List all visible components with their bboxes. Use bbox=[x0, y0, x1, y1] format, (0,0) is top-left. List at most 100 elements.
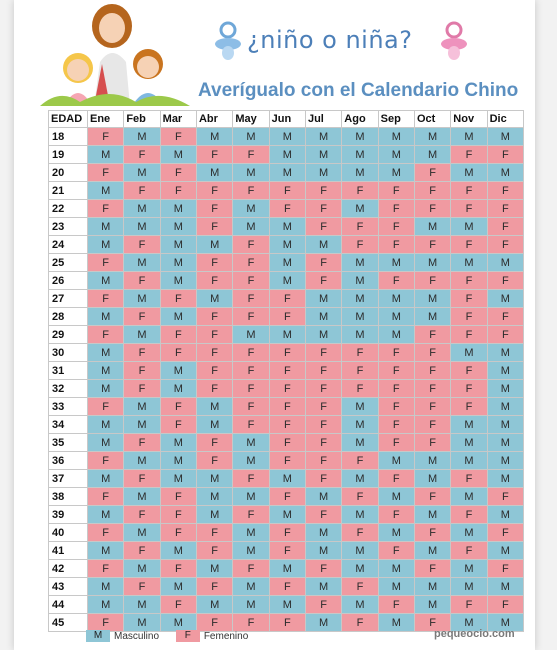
female-cell: F bbox=[486, 523, 525, 542]
female-cell: F bbox=[232, 505, 270, 524]
male-cell: M bbox=[486, 361, 525, 380]
male-cell: M bbox=[450, 487, 488, 506]
male-cell: M bbox=[123, 397, 161, 416]
male-cell: M bbox=[232, 595, 270, 614]
female-cell: F bbox=[413, 379, 452, 398]
female-cell: F bbox=[341, 577, 379, 596]
table-row: 33 F M F M F F F M F F F M bbox=[48, 397, 525, 416]
age-cell: 26 bbox=[48, 271, 88, 290]
male-cell: M bbox=[86, 181, 125, 200]
month-header: Feb bbox=[123, 110, 161, 128]
male-cell: M bbox=[486, 343, 525, 362]
female-cell: F bbox=[413, 361, 452, 380]
age-cell: 29 bbox=[48, 325, 88, 344]
male-cell: M bbox=[341, 199, 379, 218]
female-cell: F bbox=[159, 595, 197, 614]
male-cell: M bbox=[413, 577, 452, 596]
female-cell: F bbox=[486, 145, 525, 164]
table-row: 41 M F M F M F M M F M F M bbox=[48, 541, 525, 560]
month-header: Ago bbox=[341, 110, 379, 128]
male-cell: M bbox=[377, 559, 415, 578]
female-cell: F bbox=[195, 307, 234, 326]
age-cell: 34 bbox=[48, 415, 88, 434]
brand-text: ¿niño o niña? bbox=[247, 26, 413, 54]
female-cell: F bbox=[123, 145, 161, 164]
female-cell: F bbox=[486, 271, 525, 290]
table-row: 26 M F M F F M F M F F F F bbox=[48, 271, 525, 290]
male-cell: M bbox=[304, 541, 343, 560]
female-cell: F bbox=[413, 199, 452, 218]
female-cell: F bbox=[377, 217, 415, 236]
male-cell: M bbox=[232, 325, 270, 344]
age-cell: 38 bbox=[48, 487, 88, 506]
male-cell: M bbox=[304, 145, 343, 164]
female-cell: F bbox=[450, 325, 488, 344]
female-cell: F bbox=[232, 235, 270, 254]
female-cell: F bbox=[195, 217, 234, 236]
month-header: Dic bbox=[486, 110, 525, 128]
month-header: Nov bbox=[450, 110, 488, 128]
female-cell: F bbox=[268, 577, 306, 596]
female-cell: F bbox=[159, 343, 197, 362]
male-cell: M bbox=[86, 361, 125, 380]
male-cell: M bbox=[159, 451, 197, 470]
male-cell: M bbox=[159, 379, 197, 398]
female-cell: F bbox=[195, 379, 234, 398]
female-cell: F bbox=[450, 361, 488, 380]
female-cell: F bbox=[413, 433, 452, 452]
male-cell: M bbox=[268, 163, 306, 182]
male-cell: M bbox=[86, 217, 125, 236]
age-cell: 40 bbox=[48, 523, 88, 542]
age-cell: 28 bbox=[48, 307, 88, 326]
female-cell: F bbox=[341, 235, 379, 254]
age-cell: 27 bbox=[48, 289, 88, 308]
female-cell: F bbox=[86, 199, 125, 218]
female-cell: F bbox=[413, 181, 452, 200]
age-cell: 39 bbox=[48, 505, 88, 524]
female-cell: F bbox=[232, 307, 270, 326]
female-cell: F bbox=[304, 361, 343, 380]
male-cell: M bbox=[450, 451, 488, 470]
male-cell: M bbox=[86, 595, 125, 614]
male-cell: M bbox=[486, 433, 525, 452]
male-cell: M bbox=[159, 217, 197, 236]
male-cell: M bbox=[486, 577, 525, 596]
age-cell: 37 bbox=[48, 469, 88, 488]
female-cell: F bbox=[268, 451, 306, 470]
female-cell: F bbox=[486, 181, 525, 200]
male-cell: M bbox=[123, 451, 161, 470]
table-row: 43 M F M F M F M F M M M M bbox=[48, 577, 525, 596]
female-cell: F bbox=[123, 271, 161, 290]
female-cell: F bbox=[377, 235, 415, 254]
table-row: 30 M F F F F F F F F F M M bbox=[48, 343, 525, 362]
male-cell: M bbox=[377, 487, 415, 506]
female-cell: F bbox=[232, 289, 270, 308]
female-cell: F bbox=[341, 217, 379, 236]
female-cell: F bbox=[304, 199, 343, 218]
female-cell: F bbox=[304, 433, 343, 452]
age-cell: 43 bbox=[48, 577, 88, 596]
female-cell: F bbox=[232, 379, 270, 398]
female-cell: F bbox=[195, 181, 234, 200]
female-cell: F bbox=[413, 343, 452, 362]
male-cell: M bbox=[159, 271, 197, 290]
legend-swatch-female: F bbox=[175, 630, 200, 642]
female-cell: F bbox=[268, 379, 306, 398]
female-cell: F bbox=[377, 415, 415, 434]
female-cell: F bbox=[450, 397, 488, 416]
male-cell: M bbox=[195, 505, 234, 524]
age-cell: 25 bbox=[48, 253, 88, 272]
age-cell: 24 bbox=[48, 235, 88, 254]
male-cell: M bbox=[123, 163, 161, 182]
age-cell: 32 bbox=[48, 379, 88, 398]
female-cell: F bbox=[232, 361, 270, 380]
male-cell: M bbox=[304, 289, 343, 308]
male-cell: M bbox=[450, 613, 488, 632]
age-cell: 45 bbox=[48, 613, 88, 632]
female-cell: F bbox=[377, 595, 415, 614]
female-cell: F bbox=[450, 505, 488, 524]
female-cell: F bbox=[123, 181, 161, 200]
female-cell: F bbox=[486, 325, 525, 344]
male-cell: M bbox=[159, 145, 197, 164]
male-cell: M bbox=[377, 613, 415, 632]
